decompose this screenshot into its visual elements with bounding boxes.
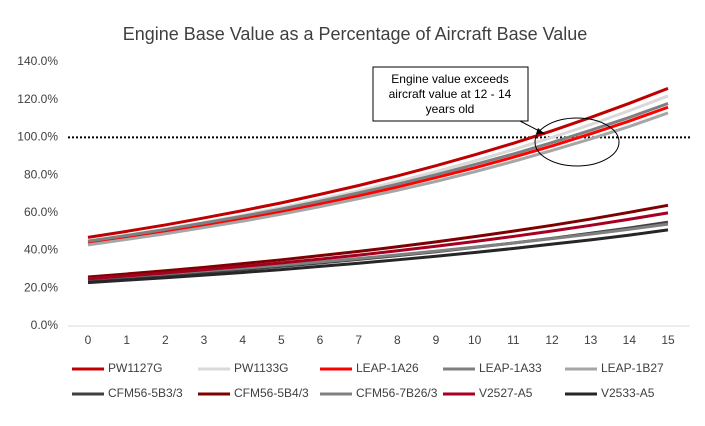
- x-tick-label: 8: [394, 333, 401, 347]
- x-tick-label: 12: [545, 333, 559, 347]
- y-tick-label: 20.0%: [24, 280, 58, 294]
- x-tick-label: 3: [201, 333, 208, 347]
- x-tick-label: 6: [317, 333, 324, 347]
- x-tick-label: 2: [162, 333, 169, 347]
- y-tick-label: 140.0%: [17, 54, 58, 68]
- y-tick-label: 120.0%: [17, 92, 58, 106]
- legend-label: LEAP-1B27: [601, 361, 664, 375]
- x-tick-label: 1: [123, 333, 130, 347]
- y-tick-label: 40.0%: [24, 243, 58, 257]
- x-tick-label: 14: [623, 333, 637, 347]
- x-tick-label: 13: [584, 333, 598, 347]
- legend-label: PW1127G: [108, 361, 162, 375]
- x-tick-label: 10: [468, 333, 482, 347]
- annotation-text: Engine value exceeds: [391, 72, 508, 86]
- y-tick-label: 60.0%: [24, 205, 58, 219]
- x-tick-label: 4: [239, 333, 246, 347]
- legend-label: LEAP-1A26: [356, 361, 419, 375]
- y-tick-label: 0.0%: [31, 318, 59, 332]
- x-tick-label: 7: [355, 333, 362, 347]
- chart-title: Engine Base Value as a Percentage of Air…: [123, 24, 588, 44]
- x-tick-label: 9: [433, 333, 440, 347]
- series-line: [87, 111, 669, 247]
- y-tick-label: 100.0%: [17, 130, 58, 144]
- legend-label: LEAP-1A33: [479, 361, 542, 375]
- x-tick-label: 0: [85, 333, 92, 347]
- x-tick-label: 15: [661, 333, 675, 347]
- annotation-box: [372, 66, 529, 122]
- y-tick-label: 80.0%: [24, 167, 58, 181]
- series-line: [87, 87, 669, 239]
- annotation-text: years old: [426, 102, 475, 116]
- series-line: [87, 228, 669, 285]
- x-tick-label: 5: [278, 333, 285, 347]
- annotation-text: aircraft value at 12 - 14: [389, 87, 512, 101]
- series-line: [87, 102, 669, 243]
- legend-label: V2527-A5: [479, 386, 533, 400]
- legend-label: CFM56-5B3/3: [108, 386, 183, 400]
- series-line: [87, 211, 669, 281]
- legend-label: CFM56-7B26/3: [356, 386, 438, 400]
- legend-label: PW1133G: [234, 361, 288, 375]
- x-tick-label: 11: [507, 333, 520, 347]
- series-line: [87, 203, 669, 279]
- series-line: [87, 105, 669, 245]
- legend-label: V2533-A5: [601, 386, 655, 400]
- highlight-ellipse: [534, 117, 620, 167]
- legend-label: CFM56-5B4/3: [234, 386, 309, 400]
